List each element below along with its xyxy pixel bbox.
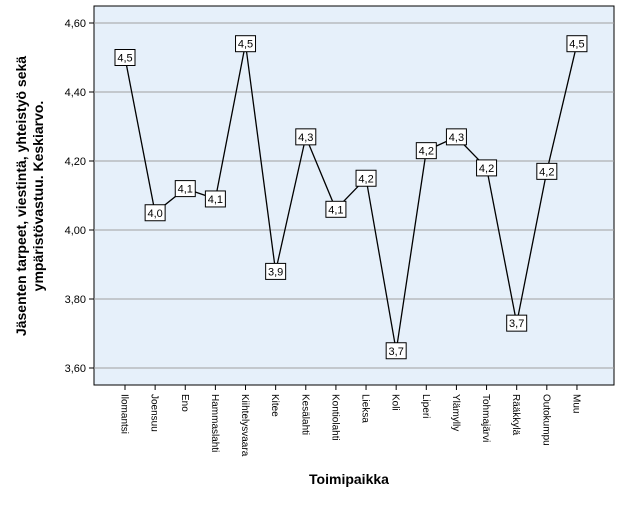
data-label-box [476,159,498,177]
x-axis-title: Toimipaikka [309,471,389,487]
data-point: 4,2 [476,159,498,177]
x-tick-label: Lieksa [360,394,371,423]
data-label-box [566,35,588,53]
x-axis: Ilomantsi Joensuu Eno Hammaslahti Kiihtelysv… [119,385,581,457]
y-tick-label: 4,60 [65,18,86,30]
data-point: 4,5 [566,35,588,53]
data-label-box [415,142,437,160]
x-tick-label: Joensuu [149,394,160,432]
data-label-box [506,314,528,332]
data-label: 4,1 [208,194,223,206]
x-tick-label: Kesälahti [299,394,310,435]
data-label: 4,3 [449,132,464,144]
x-tick-label: Kontiolahti [329,394,340,441]
data-label: 4,5 [238,39,253,51]
data-point: 4,2 [415,142,437,160]
y-axis-title-line-1: Jäsenten tarpeet, viestintä, yhteistyö s… [13,56,29,336]
x-tick-label: Koli [390,394,401,411]
data-label-box [144,204,166,222]
data-point: 4,2 [355,169,377,187]
gridlines [94,22,614,369]
data-label-box [445,128,467,146]
y-tick-label: 4,20 [65,156,86,168]
data-point: 4,5 [114,49,136,66]
data-label-box [385,342,407,360]
plot-area [93,5,615,386]
data-point: 4,3 [295,128,317,146]
x-tick-label: Muu [570,394,581,413]
y-axis-title-line-2: ympäristövastuu. Keskiarvo. [30,101,46,292]
data-label-box [325,200,347,218]
data-point: 4,5 [235,35,257,53]
data-point: 4,2 [536,162,558,180]
data-point: 4,0 [144,204,166,222]
data-label-box [355,169,377,187]
data-label-box [265,262,287,280]
data-label: 4,5 [569,39,584,51]
x-tick-label: Ilomantsi [119,394,130,434]
x-tick-label: Hammaslahti [209,394,220,452]
x-tick-label: Tohmajärvi [480,394,491,442]
data-point: 3,9 [265,262,287,280]
data-label: 4,1 [328,204,343,216]
data-label-box [235,35,257,53]
data-point: 4,1 [204,190,226,208]
series-layer [124,43,578,351]
x-tick-label: Ylämylly [450,394,461,431]
x-tick-label: Kiihtelysvaara [239,394,250,457]
x-tick-label: Rääkkylä [510,394,521,436]
data-labels: 4,5 4,0 4,1 4,1 4,5 3,9 4,3 4,1 4,2 3,7 4,2 4,3 4,2 3… [114,35,588,360]
data-label: 4,0 [147,208,162,220]
data-label: 4,1 [178,184,193,196]
y-tick-label: 3,60 [65,363,86,375]
data-point: 4,1 [174,180,196,198]
x-tick-label: Kitee [269,394,280,417]
data-label-box [174,180,196,198]
y-tick-label: 4,00 [65,225,86,237]
data-label: 4,5 [117,53,132,65]
y-tick-label: 4,40 [65,87,86,99]
data-point: 4,3 [445,128,467,146]
data-label-box [114,49,136,66]
data-label: 3,7 [509,318,524,330]
data-point: 4,1 [325,200,347,218]
x-tick-label: Liperi [420,394,431,418]
data-label: 3,9 [268,266,283,278]
data-point: 3,7 [506,314,528,332]
data-label: 3,7 [389,346,404,358]
data-point: 3,7 [385,342,407,360]
data-label: 4,2 [539,166,554,178]
y-tick-label: 3,80 [65,294,86,306]
data-label-box [204,190,226,208]
y-axis: 3,60 3,80 4,00 4,20 4,40 4,60 [65,18,94,375]
data-label: 4,3 [298,132,313,144]
data-label-box [536,162,558,180]
x-tick-label: Outokumpu [540,394,551,446]
data-label: 4,2 [479,163,494,175]
data-label: 4,2 [419,146,434,158]
series-line [124,43,578,351]
x-tick-label: Eno [179,394,190,412]
data-label: 4,2 [358,173,373,185]
data-label-box [295,128,317,146]
